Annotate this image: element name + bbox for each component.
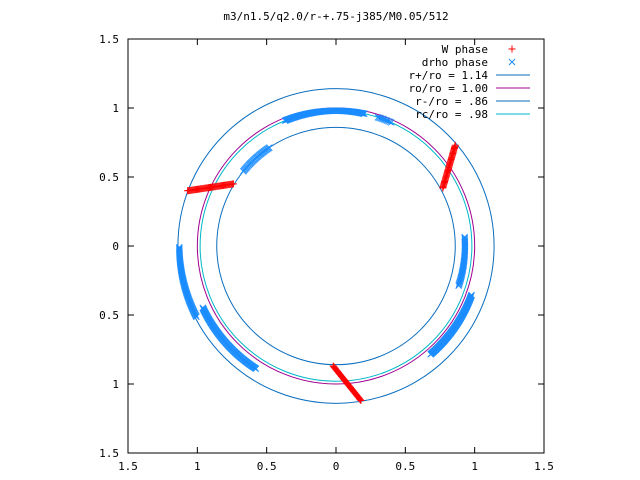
y-tick-label-1: 1 [112,378,119,391]
axis-ticks [128,39,544,453]
series1-point-86 [358,109,365,117]
x-tick-label-2: 0.5 [257,460,277,473]
series1-point-259 [427,350,434,358]
x-tick-label-5: 1 [471,460,478,473]
series1-point-166 [456,278,464,286]
circle-1 [196,107,476,385]
y-tick-label-0: 1.5 [99,447,119,460]
x-tick-label-0: 1.5 [118,460,138,473]
legend-label-1: drho phase [422,56,488,69]
legend-label-0: W phase [442,43,488,56]
y-tick-label-6: 1.5 [99,33,119,46]
series0-point-122 [357,397,365,405]
legend-swatch-1 [508,58,516,66]
circle-0 [177,88,495,404]
series1-point-167 [456,279,463,287]
x-tick-label-3: 0 [333,460,340,473]
series0-point-84 [229,180,237,188]
series1-point-169 [455,282,463,290]
legend-swatch-0 [508,45,516,53]
series1-point-89 [360,110,368,118]
y-tick-label-3: 0 [112,240,119,253]
circle-2 [216,126,456,366]
x-tick-label-6: 1.5 [534,460,554,473]
legend-label-3: ro/ro = 1.00 [409,82,488,95]
series1-point-168 [455,281,463,288]
data-markers [175,107,475,405]
x-tick-label-1: 1 [194,460,201,473]
series1-point-87 [359,109,366,117]
series1-point-329 [193,313,200,321]
series1-point-99 [374,114,382,121]
y-tick-label-2: 0.5 [99,309,119,322]
legend-label-5: rc/ro = .98 [415,108,488,121]
series0-point-121 [356,396,364,404]
y-tick-label-5: 1 [112,102,119,115]
series1-point-98 [376,114,383,122]
series1-point-129 [239,167,247,175]
circle-3 [199,110,473,382]
series1-point-165 [456,277,464,285]
legend-label-2: r+/ro = 1.14 [409,69,489,82]
series1-point-419 [252,365,260,373]
reference-circles [177,88,495,404]
legend-label-4: r-/ro = .86 [415,95,488,108]
y-tick-label-4: 0.5 [99,171,119,184]
chart-title: m3/n1.5/q2.0/r-+.75-j385/M0.05/512 [223,10,448,23]
series0-point-39 [451,141,459,149]
x-tick-label-4: 0.5 [395,460,415,473]
